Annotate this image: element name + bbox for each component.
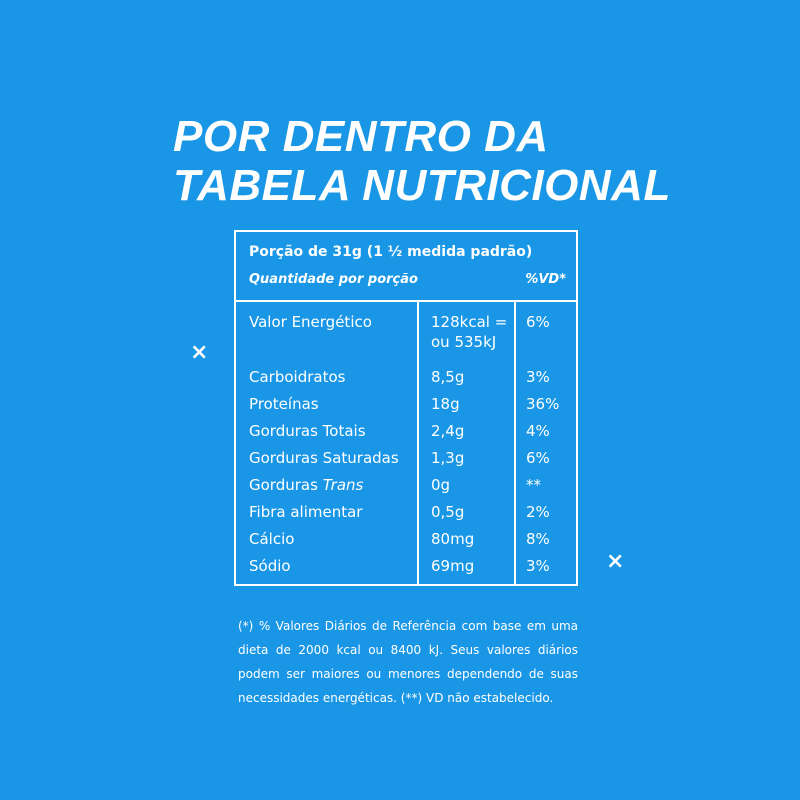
nutrient-amount: 128kcal = ou 535kJ (431, 312, 507, 352)
nutrition-table: Porção de 31g (1 ½ medida padrão) Quanti… (234, 230, 578, 586)
nutrient-name: Sódio (249, 557, 291, 575)
nutrient-vd: ** (526, 476, 541, 494)
footnote: (*) % Valores Diários de Referência com … (238, 619, 578, 705)
page-title: POR DENTRO DA TABELA NUTRICIONAL (173, 112, 671, 210)
nutrient-amount: 69mg (431, 557, 475, 575)
column-divider (514, 302, 516, 584)
nutrient-name: Gorduras Totais (249, 422, 366, 440)
nutrient-name: Carboidratos (249, 368, 346, 386)
nutrient-name-prefix: Gorduras (249, 476, 323, 494)
nutrient-amount: 0,5g (431, 503, 465, 521)
nutrient-amount-line-2: ou 535kJ (431, 333, 497, 351)
nutrient-vd: 2% (526, 503, 550, 521)
nutrient-vd: 6% (526, 449, 550, 467)
nutrient-vd: 3% (526, 368, 550, 386)
nutrient-name: Valor Energético (249, 313, 372, 331)
portion-size: Porção de 31g (1 ½ medida padrão) (249, 244, 533, 260)
nutrient-name: Gorduras Saturadas (249, 449, 399, 467)
nutrient-amount: 80mg (431, 530, 475, 548)
decorative-x-icon: × (606, 549, 625, 574)
nutrient-vd: 6% (526, 313, 550, 331)
nutrition-table-header: Porção de 31g (1 ½ medida padrão) Quanti… (236, 232, 576, 302)
nutrient-vd: 4% (526, 422, 550, 440)
title-line-2: TABELA NUTRICIONAL (173, 161, 671, 210)
nutrient-name: Proteínas (249, 395, 319, 413)
nutrient-vd: 8% (526, 530, 550, 548)
nutrient-name: Gorduras Trans (249, 475, 363, 495)
nutrient-amount: 2,4g (431, 422, 465, 440)
nutrient-name: Fibra alimentar (249, 503, 363, 521)
nutrient-amount: 18g (431, 395, 460, 413)
nutrient-name: Cálcio (249, 530, 295, 548)
nutrient-vd: 36% (526, 395, 560, 413)
nutrient-amount: 0g (431, 476, 451, 494)
nutrient-amount-line-1: 128kcal = (431, 313, 508, 331)
daily-value-header: %VD* (525, 272, 566, 287)
quantity-per-portion-label: Quantidade por porção (249, 272, 418, 287)
title-line-1: POR DENTRO DA (173, 112, 549, 161)
column-divider (417, 302, 419, 584)
nutrient-name-italic: Trans (322, 476, 364, 494)
nutrient-vd: 3% (526, 557, 550, 575)
nutrient-amount: 1,3g (431, 449, 465, 467)
nutrient-amount: 8,5g (431, 368, 465, 386)
decorative-x-icon: × (190, 340, 209, 365)
